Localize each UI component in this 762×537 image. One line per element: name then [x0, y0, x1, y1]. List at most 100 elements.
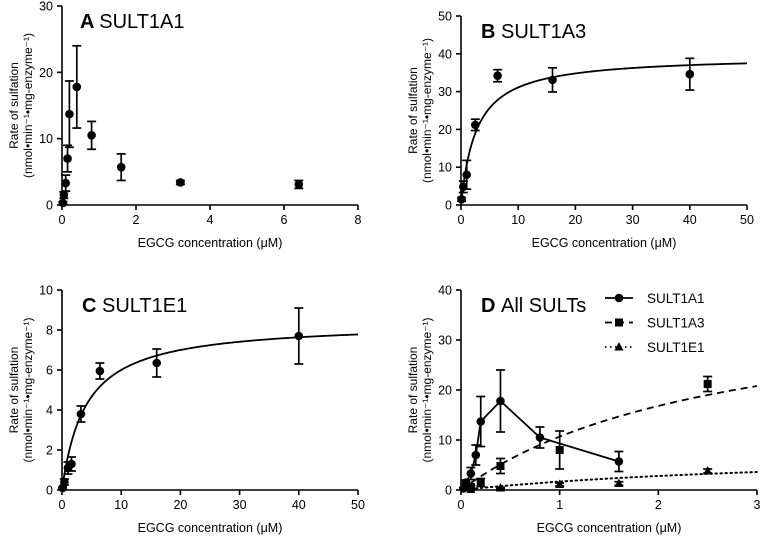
data-point	[471, 120, 480, 130]
data-point	[58, 198, 68, 208]
panel-title-text: SULT1A3	[501, 21, 586, 43]
series-data	[457, 57, 748, 206]
data-point	[548, 75, 557, 85]
data-point	[76, 409, 86, 419]
x-axis-label: EGCG concentration (μM)	[532, 236, 677, 250]
y-tick-label: 40	[438, 284, 452, 298]
y-axis-label-units: (nmol•min⁻¹•mg-enzyme⁻¹)	[420, 317, 434, 462]
series-line	[462, 399, 620, 489]
y-tick-label: 10	[39, 132, 53, 146]
data-point	[87, 131, 96, 140]
x-tick-label: 40	[683, 213, 697, 227]
data-point	[535, 433, 545, 442]
panel-a: 0 2 4 6 8 0 10 20 30 EGCG concentration (μM) Rate …	[7, 0, 362, 250]
panel-letter: D	[481, 295, 501, 317]
fit-curve	[460, 62, 748, 206]
data-point	[496, 462, 505, 470]
panel-title: D All SULTs	[481, 295, 586, 317]
data-point	[685, 69, 695, 79]
y-tick-label: 20	[438, 384, 452, 398]
x-axis-label: EGCG concentration (μM)	[138, 236, 283, 250]
y-axis-label: Rate of sulfation	[406, 347, 420, 434]
y-axis-label-units: (nmol•min⁻¹•mg-enzyme⁻¹)	[21, 33, 35, 178]
y-tick-label: 50	[438, 10, 452, 24]
data-point	[176, 178, 185, 187]
y-axis-label: Rate of sulfation	[7, 347, 21, 434]
y-tick-label: 10	[39, 284, 53, 298]
x-tick-label: 2	[133, 213, 140, 227]
y-axis-label: Rate of sulfation	[406, 67, 420, 154]
data-point	[496, 396, 505, 406]
data-point	[294, 180, 304, 189]
x-tick-label: 1	[556, 498, 563, 512]
data-point	[471, 450, 481, 460]
y-tick-label: 0	[46, 484, 53, 498]
y-tick-label: 0	[445, 484, 452, 498]
y-axis-label: Rate of sulfation	[7, 62, 21, 149]
x-tick-label: 20	[568, 213, 582, 227]
y-tick-label: 2	[46, 444, 53, 458]
x-tick-label: 50	[740, 213, 754, 227]
y-tick-label: 20	[39, 66, 53, 80]
panel-title-text: SULT1E1	[102, 295, 187, 317]
y-tick-label: 4	[46, 404, 53, 418]
data-point	[493, 71, 502, 81]
series-sult1e1	[460, 466, 758, 493]
x-tick-label: 30	[626, 213, 640, 227]
y-tick-label: 0	[46, 199, 53, 213]
legend-label: SULT1A1	[647, 291, 705, 306]
y-tick-label: 40	[438, 47, 452, 61]
panel-letter: A	[80, 11, 99, 33]
panel-title-text: All SULTs	[501, 295, 586, 317]
data-point	[703, 466, 713, 475]
data-point	[95, 366, 105, 376]
data-point	[462, 170, 472, 180]
legend-marker	[615, 318, 623, 327]
y-axis-label-units: (nmol•min⁻¹•mg-enzyme⁻¹)	[21, 317, 35, 462]
data-point	[555, 479, 565, 488]
data-point	[476, 417, 486, 426]
x-tick-label: 8	[355, 213, 362, 227]
y-tick-label: 10	[438, 434, 452, 448]
panel-title: C SULT1E1	[82, 295, 187, 317]
x-tick-label: 50	[351, 498, 365, 512]
data-point	[614, 478, 624, 487]
x-tick-label: 30	[233, 498, 247, 512]
y-tick-label: 30	[39, 0, 53, 14]
panel-letter: B	[481, 21, 501, 43]
data-point	[61, 178, 70, 188]
x-tick-label: 6	[281, 213, 288, 227]
data-point	[294, 331, 304, 341]
data-point	[466, 484, 476, 493]
legend-marker	[614, 342, 624, 351]
x-tick-label: 4	[207, 213, 214, 227]
data-point	[466, 469, 476, 478]
data-point	[457, 195, 466, 204]
panel-title-text: SULT1A1	[99, 11, 184, 33]
data-point	[63, 154, 72, 163]
y-tick-label: 8	[46, 324, 53, 338]
data-point	[495, 483, 505, 492]
data-point	[60, 477, 69, 487]
fit-curve	[460, 471, 758, 491]
data-point	[65, 109, 74, 119]
x-tick-label: 0	[59, 213, 66, 227]
data-point	[703, 380, 712, 388]
y-tick-label: 6	[46, 364, 53, 378]
x-tick-label: 10	[114, 498, 128, 512]
panel-b: 0 10 20 30 40 50 0 10 20 30 40 50 EGCG concentration…	[406, 10, 754, 251]
legend: SULT1A1 SULT1A3 SULT1E1	[605, 291, 705, 355]
data-point	[555, 446, 564, 454]
y-tick-label: 0	[445, 199, 452, 213]
x-axis-label: EGCG concentration (μM)	[537, 521, 682, 535]
x-tick-label: 3	[754, 498, 761, 512]
fit-curve	[460, 385, 758, 491]
series-data	[58, 307, 359, 493]
data-point	[476, 478, 485, 487]
data-point	[614, 457, 624, 466]
x-tick-label: 0	[458, 213, 465, 227]
panel-letter: C	[82, 295, 102, 317]
y-tick-label: 20	[438, 123, 452, 137]
